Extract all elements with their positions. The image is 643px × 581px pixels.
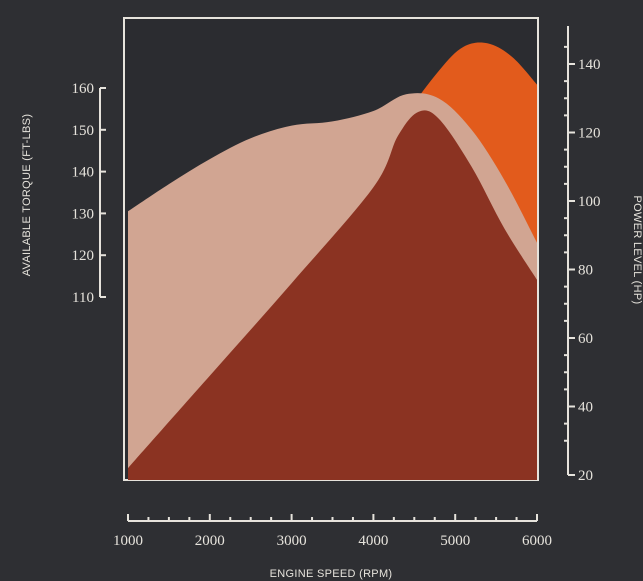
y-left-tick-label-120: 120 bbox=[72, 248, 95, 264]
x-tick-label-3000: 3000 bbox=[277, 533, 307, 549]
series-areas bbox=[128, 42, 537, 480]
x-tick-label-6000: 6000 bbox=[522, 533, 552, 549]
y-right-tick-label-120: 120 bbox=[578, 126, 601, 142]
x-axis-title: ENGINE SPEED (RPM) bbox=[270, 568, 393, 580]
y-left-tick-label-160: 160 bbox=[72, 81, 95, 97]
axes: 1000 2000 3000 4000 5000 6000 110 120 130 140 150 1… bbox=[72, 26, 601, 549]
y-right-axis-title: POWER LEVEL (HP) bbox=[631, 196, 643, 305]
x-tick-label-5000: 5000 bbox=[440, 533, 470, 549]
y-right-tick-label-40: 40 bbox=[578, 400, 593, 416]
y-left-tick-label-150: 150 bbox=[72, 123, 95, 139]
y-left-tick-label-130: 130 bbox=[72, 206, 95, 222]
y-right-tick-label-100: 100 bbox=[578, 194, 601, 210]
x-tick-label-1000: 1000 bbox=[113, 533, 143, 549]
x-tick-label-4000: 4000 bbox=[358, 533, 388, 549]
y-left-tick-label-110: 110 bbox=[72, 290, 94, 306]
y-right-tick-label-80: 80 bbox=[578, 263, 593, 279]
y-right-tick-label-140: 140 bbox=[578, 57, 601, 73]
y-right-tick-label-20: 20 bbox=[578, 468, 593, 484]
series-area-3 bbox=[128, 110, 537, 480]
y-right-tick-label-60: 60 bbox=[578, 331, 593, 347]
y-left-axis-title: AVAILABLE TORQUE (FT-LBS) bbox=[21, 114, 33, 277]
x-tick-label-2000: 2000 bbox=[195, 533, 225, 549]
y-left-tick-label-140: 140 bbox=[72, 165, 95, 181]
